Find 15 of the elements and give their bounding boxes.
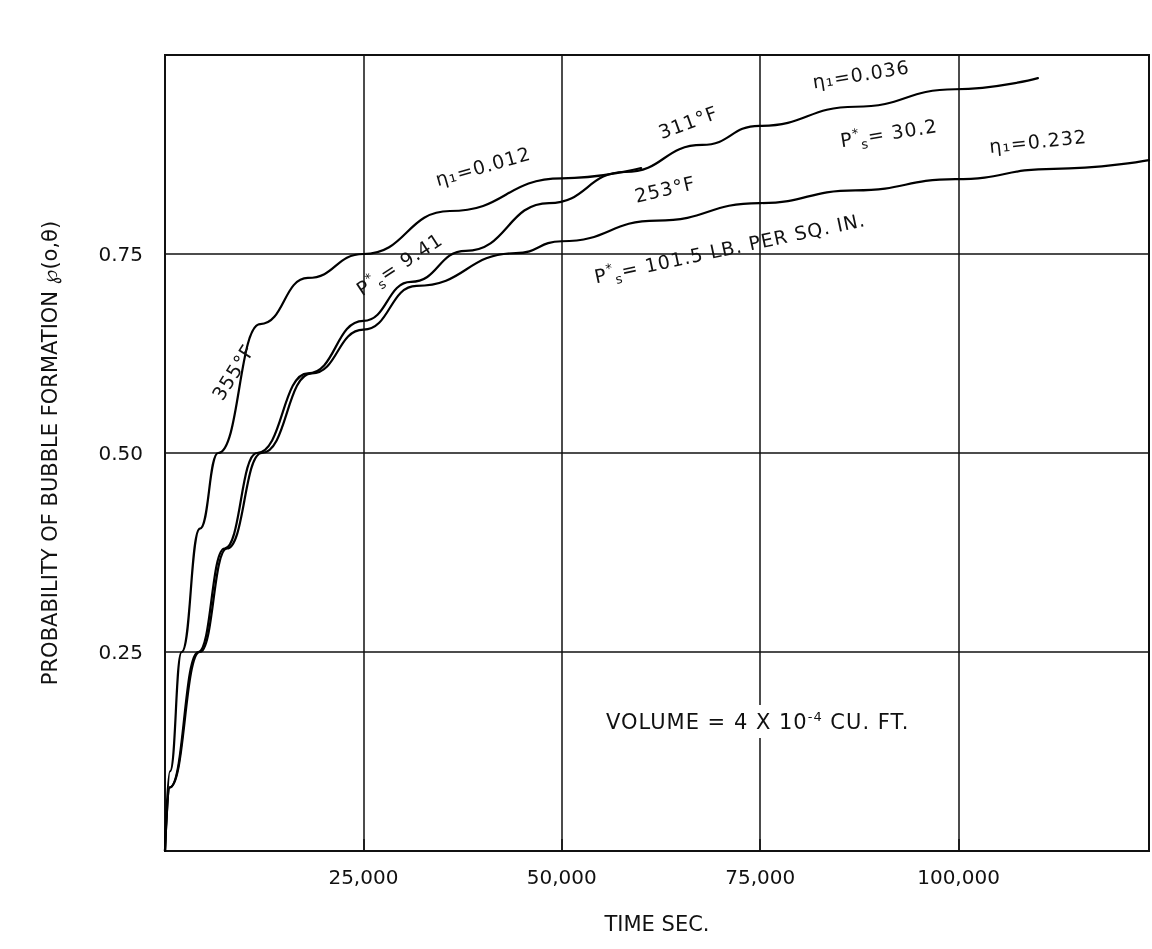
x-axis-title: TIME SEC.	[603, 911, 710, 936]
y-axis-title: PROBABILITY OF BUBBLE FORMATION ℘(o,θ)	[37, 220, 62, 686]
annotation: 253°F	[632, 171, 698, 207]
annotation: η₁=0.232	[988, 124, 1088, 158]
x-tick-label: 50,000	[526, 865, 597, 889]
x-tick-label: 100,000	[917, 865, 1000, 889]
annotation: P$^{*}$$_{s}$= 30.2	[838, 113, 940, 154]
x-tick-label: 25,000	[328, 865, 399, 889]
y-tick-label: 0.75	[98, 242, 143, 266]
annotation: P$^{*}$$_{s}$= 101.5 LB. PER SQ. IN.	[591, 207, 869, 290]
y-tick-label: 0.25	[98, 640, 143, 664]
x-tick-label: 75,000	[725, 865, 796, 889]
annotation: VOLUME = 4 X 10$^{-4}$ CU. FT.	[600, 705, 916, 738]
y-tick-label: 0.50	[98, 441, 143, 465]
annotation: η₁=0.036	[810, 55, 912, 93]
